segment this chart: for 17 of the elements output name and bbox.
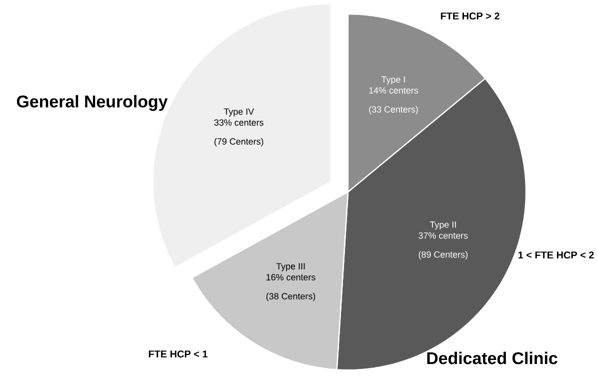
slice-label: Type II — [430, 222, 456, 230]
text: (33 Centers) — [369, 106, 418, 114]
text: (79 Centers) — [214, 138, 264, 146]
text: 1 < FTE HCP < 2 — [518, 251, 594, 259]
slice-label: Type I — [381, 76, 405, 84]
data-label: 37% centers — [418, 232, 468, 239]
text: (89 Centers) — [418, 251, 468, 260]
text: (38 Centers) — [266, 292, 316, 302]
data-label: 33% centers — [214, 119, 264, 126]
text: FTE HCP < 1 — [148, 350, 208, 358]
text: Dedicated Clinic — [427, 352, 558, 364]
text: FTE HCP > 2 — [440, 12, 500, 20]
data-label: 16% centers — [266, 274, 316, 280]
data-label: 14% centers — [369, 87, 418, 94]
slice-label: Type III — [276, 263, 305, 272]
slice-label: Type IV — [224, 108, 254, 116]
text: General Neurology — [16, 95, 168, 111]
